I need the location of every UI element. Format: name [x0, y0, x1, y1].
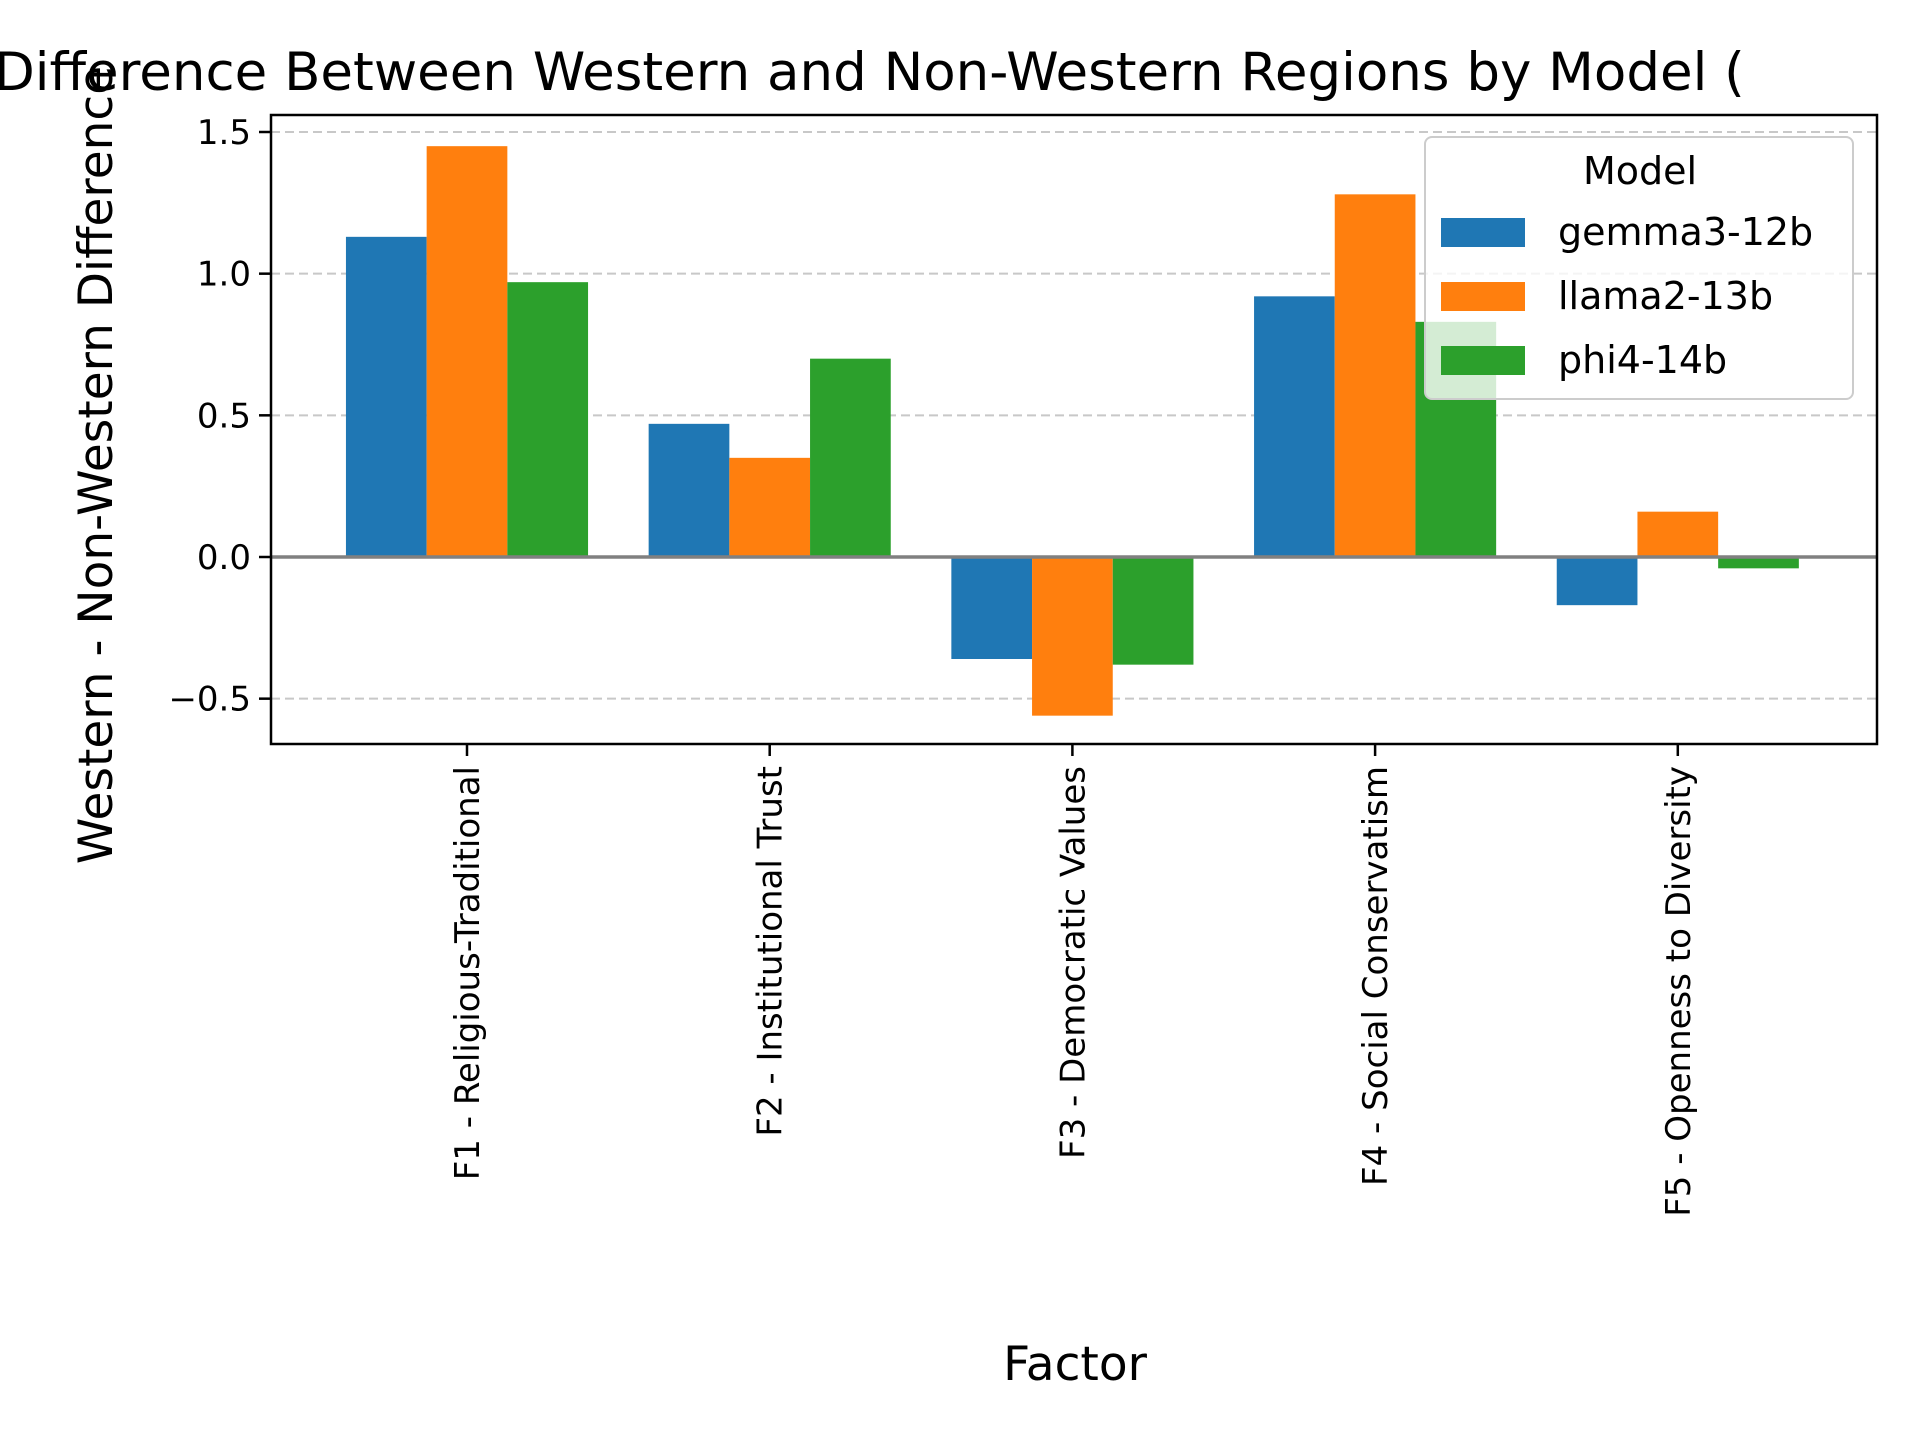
bar-llama2-13b-5	[1637, 511, 1719, 557]
bar-llama2-13b-2	[729, 457, 811, 557]
bar-phi4-14b-1	[507, 282, 589, 557]
x-ticks-layer: F1 - Religious-Traditional F2 - Instituti…	[448, 744, 1699, 1217]
legend-label-llama2-13b: llama2-13b	[1558, 274, 1773, 318]
bar-llama2-13b-1	[426, 146, 508, 557]
legend-swatch-llama2-13b	[1441, 282, 1525, 311]
bar-gemma3-12b-1	[345, 236, 427, 558]
plot-frame	[269, 113, 1879, 746]
legend-label-gemma3-12b: gemma3-12b	[1558, 210, 1813, 254]
y-tick-label: 0.0	[197, 538, 251, 578]
legend: Model gemma3-12b llama2-13b phi4-14b	[1424, 136, 1854, 400]
x-tick-label: F3 - Democratic Values	[1053, 766, 1093, 1159]
x-tick-label: F5 - Openness to Diversity	[1659, 766, 1699, 1217]
bar-phi4-14b-5	[1718, 557, 1799, 569]
bar-gemma3-12b-5	[1556, 557, 1638, 606]
x-tick-label: F1 - Religious-Traditional	[448, 766, 488, 1180]
bar-phi4-14b-3	[1112, 557, 1194, 665]
bar-llama2-13b-3	[1032, 557, 1113, 716]
bars-layer	[345, 146, 1799, 716]
x-tick-label: F4 - Social Conservatism	[1356, 766, 1396, 1186]
bar-llama2-13b-4	[1334, 194, 1416, 558]
y-tick-label: 1.0	[197, 255, 251, 295]
y-tick-label: −0.5	[168, 680, 251, 720]
legend-swatch-gemma3-12b	[1441, 218, 1525, 247]
x-tick-label: F2 - Institutional Trust	[751, 766, 791, 1137]
bar-gemma3-12b-2	[648, 423, 730, 557]
bar-gemma3-12b-4	[1254, 296, 1335, 557]
legend-title: Model	[1583, 149, 1697, 193]
legend-items: gemma3-12b llama2-13b phi4-14b	[1441, 210, 1813, 382]
legend-box	[1424, 136, 1854, 400]
legend-swatch-phi4-14b	[1441, 346, 1525, 375]
bar-gemma3-12b-3	[951, 557, 1033, 659]
bar-phi4-14b-2	[810, 358, 891, 557]
legend-label-phi4-14b: phi4-14b	[1558, 338, 1727, 382]
chart-title: Difference Between Western and Non-Weste…	[0, 42, 1745, 103]
y-axis-label: Western - Non-Western Difference	[69, 66, 124, 864]
y-tick-label: 0.5	[197, 396, 251, 436]
y-tick-label: 1.5	[197, 113, 251, 153]
x-axis-label: Factor	[1003, 1337, 1148, 1392]
y-ticks-layer: −0.5 0.0 0.5 1.0 1.5	[168, 113, 271, 720]
